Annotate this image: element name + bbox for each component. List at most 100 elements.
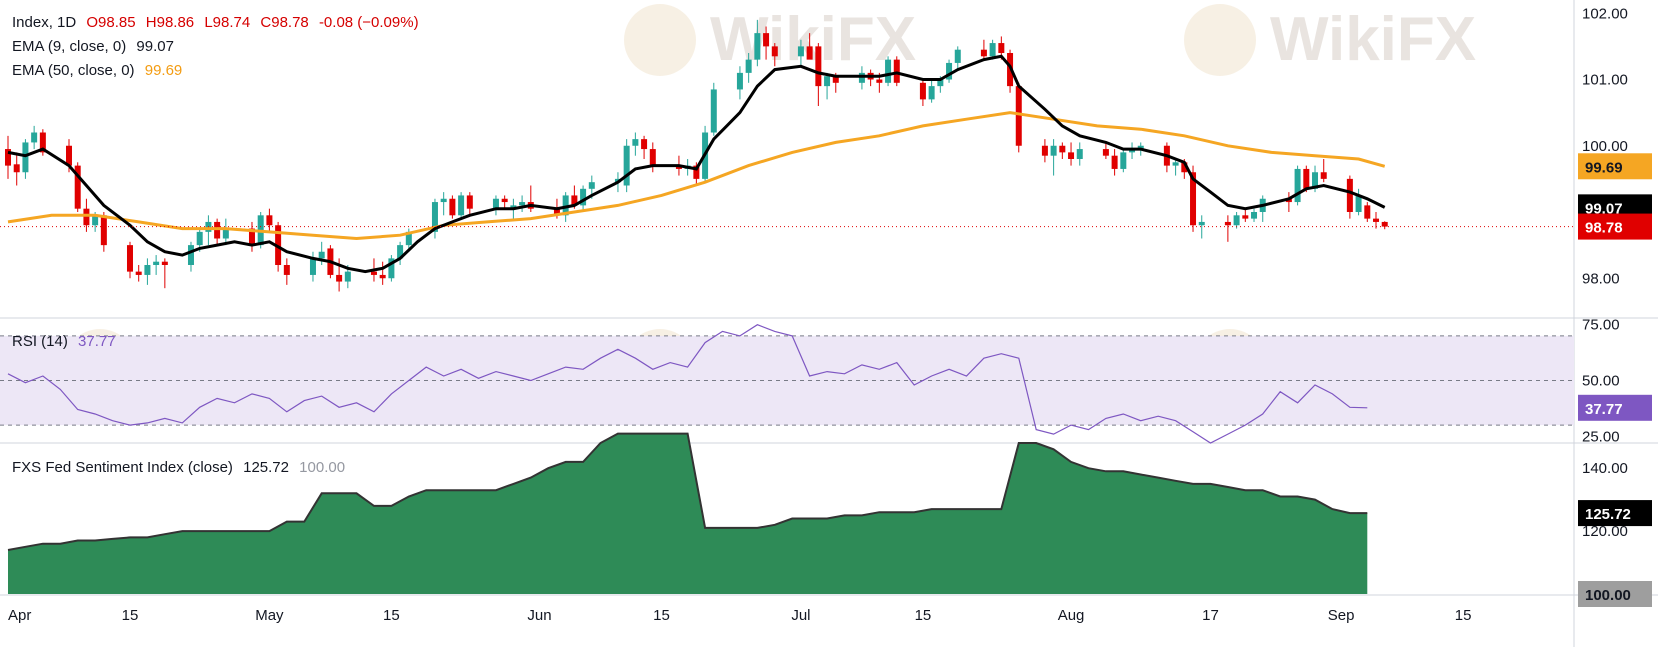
candle-body: [1015, 86, 1022, 146]
candle-body: [1355, 195, 1362, 212]
candle-body: [196, 231, 203, 246]
candle-up: [946, 59, 953, 83]
candle-body: [553, 208, 560, 216]
candle-body: [815, 46, 822, 87]
rsi-line: [7, 324, 1368, 444]
candle-up: [1233, 212, 1240, 229]
candle-down: [1285, 192, 1292, 212]
candle-body: [1120, 152, 1127, 169]
candle-up: [1259, 195, 1266, 222]
candle-up: [736, 66, 743, 100]
candle-up: [388, 255, 395, 282]
candle-up: [397, 241, 404, 265]
candle-up: [458, 192, 465, 219]
ohlc-change: -0.08 (−0.09%): [318, 14, 419, 31]
candle-body: [989, 43, 996, 57]
candle-body: [1346, 178, 1353, 212]
candle-body: [458, 195, 465, 216]
candle-body: [379, 274, 386, 279]
rsi-label: RSI (14): [12, 333, 68, 350]
candle-body: [893, 59, 900, 83]
candle-down: [1242, 208, 1249, 222]
candle-down: [1059, 142, 1066, 159]
candle-down: [39, 129, 46, 156]
candle-down: [1015, 82, 1022, 153]
candle-body: [1137, 145, 1144, 150]
candle-down: [1068, 142, 1075, 166]
candle-up: [519, 195, 526, 212]
fxs-series-line: [7, 432, 1368, 551]
candle-body: [998, 43, 1005, 53]
candle-body: [1364, 205, 1371, 219]
candle-body: [1129, 149, 1136, 153]
candle-down: [1381, 221, 1388, 230]
candle-down: [806, 33, 813, 60]
ema9-badge-text: 99.07: [1585, 200, 1623, 217]
candle-up: [440, 192, 447, 216]
candle-body: [1041, 145, 1048, 156]
time-tick-label: Jun: [527, 607, 551, 624]
ema50-badge: 99.69: [1578, 153, 1652, 180]
watermark-logo-icon: [1184, 4, 1256, 76]
candle-body: [65, 145, 72, 166]
candle-body: [248, 228, 255, 246]
price-tick-label: 101.00: [1582, 72, 1628, 89]
fxs-value-secondary: 100.00: [299, 459, 346, 476]
candle-body: [928, 86, 935, 100]
candle-body: [745, 59, 752, 73]
candle-body: [1102, 149, 1109, 156]
candle-down: [893, 56, 900, 87]
candle-down: [641, 135, 648, 159]
candle-body: [580, 188, 587, 206]
candle-down: [501, 195, 508, 209]
candle-body: [954, 49, 961, 63]
ema9-line: [7, 54, 1386, 274]
candle-body: [763, 33, 770, 47]
candle-body: [571, 195, 578, 206]
rsi-value: 37.77: [78, 333, 116, 350]
candle-down: [214, 218, 221, 246]
candle-body: [1050, 145, 1057, 156]
time-tick-label: 15: [653, 607, 670, 624]
candle-body: [370, 271, 377, 275]
candle-body: [623, 145, 630, 186]
fxs-badge: 125.72: [1578, 500, 1652, 527]
candlestick-series: [5, 19, 1388, 292]
candle-down: [283, 258, 290, 285]
candle-body: [187, 245, 194, 265]
rsi-badge: 37.77: [1578, 394, 1652, 421]
candle-down: [13, 152, 20, 186]
candle-body: [797, 46, 804, 57]
candle-body: [858, 72, 865, 83]
candle-body: [980, 49, 987, 57]
candle-down: [1111, 149, 1118, 176]
candle-down: [126, 241, 133, 279]
fxs-badge-box: [1578, 500, 1652, 527]
candle-down: [248, 221, 255, 252]
candle-up: [1076, 142, 1083, 166]
candle-down: [1346, 175, 1353, 219]
ema50-value: 99.69: [144, 62, 183, 79]
ema9-legend: EMA (9, close, 0) 99.07: [12, 38, 180, 55]
fxs-base-badge: 100.00: [1578, 581, 1652, 607]
candle-body: [100, 215, 107, 246]
candle-body: [1190, 172, 1197, 226]
candle-body: [641, 139, 648, 150]
candle-body: [161, 261, 168, 265]
candle-down: [1364, 202, 1371, 222]
ema9-label: EMA (9, close, 0): [12, 38, 127, 55]
candle-body: [74, 165, 81, 209]
candle-up: [824, 72, 831, 100]
candle-up: [885, 56, 892, 87]
fxs-area: [7, 432, 1368, 594]
candle-up: [1198, 215, 1205, 239]
candle-body: [1285, 198, 1292, 203]
candle-body: [309, 258, 316, 275]
candle-body: [1303, 168, 1310, 189]
candle-down: [1102, 142, 1109, 159]
ema50-badge-text: 99.69: [1585, 159, 1623, 176]
candle-up: [623, 139, 630, 193]
candle-body: [283, 265, 290, 275]
